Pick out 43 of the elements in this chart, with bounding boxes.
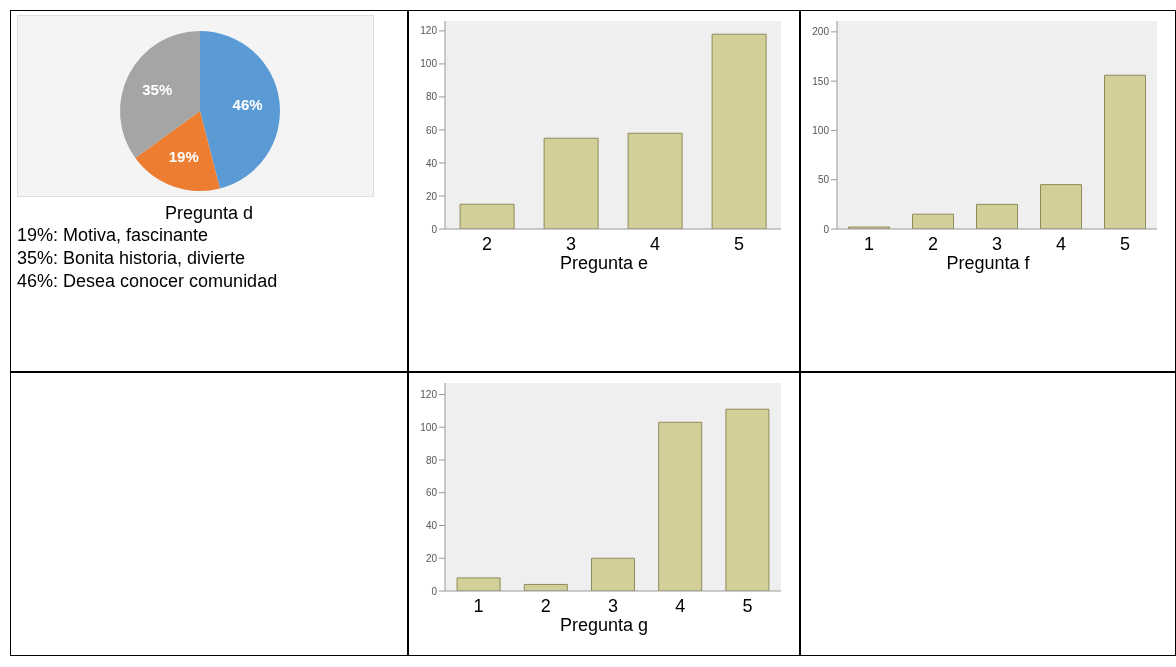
y-tick-label: 100 (420, 421, 438, 433)
data-label: 35% (142, 80, 173, 98)
y-tick-label: 120 (420, 25, 438, 37)
x-tick-label: 3 (991, 233, 1003, 254)
x-axis-title: Pregunta e (558, 253, 650, 274)
y-tick-label: 0 (431, 223, 438, 235)
y-tick-label: 120 (420, 389, 438, 401)
y-tick-label: 40 (425, 157, 438, 169)
x-tick-label: 4 (675, 595, 686, 616)
x-tick-label: 3 (565, 233, 577, 254)
text: 46%: Desea conocer comunidad (16, 270, 279, 293)
y-tick-label: 50 (817, 174, 830, 186)
x-tick-label: 1 (473, 595, 484, 616)
y-tick-label: 60 (425, 124, 438, 136)
y-tick-label: 150 (812, 75, 830, 87)
data-label: 19% (168, 147, 199, 165)
y-tick-label: 100 (420, 58, 438, 70)
y-tick-label: 0 (431, 585, 438, 597)
text: Pregunta d (163, 203, 255, 224)
x-tick-label: 2 (540, 595, 551, 616)
x-tick-label: 2 (481, 233, 493, 254)
x-tick-label: 5 (742, 595, 753, 616)
text: 35%: Bonita historia, divierte (16, 247, 247, 270)
data-label: 46% (232, 96, 263, 114)
x-tick-label: 5 (733, 233, 745, 254)
y-tick-label: 200 (812, 26, 830, 38)
x-tick-label: 4 (649, 233, 661, 254)
x-tick-label: 1 (863, 233, 875, 254)
x-axis-title: Pregunta g (558, 615, 650, 636)
text: 19%: Motiva, fascinante (16, 224, 210, 247)
y-tick-label: 80 (425, 91, 438, 103)
x-tick-label: 4 (1055, 233, 1067, 254)
y-tick-label: 100 (812, 124, 830, 136)
x-tick-label: 2 (927, 233, 939, 254)
y-tick-label: 40 (425, 520, 438, 532)
y-tick-label: 60 (425, 487, 438, 499)
y-tick-label: 80 (425, 454, 438, 466)
y-tick-label: 0 (823, 223, 830, 235)
y-tick-label: 20 (425, 552, 438, 564)
x-tick-label: 5 (1119, 233, 1131, 254)
y-tick-label: 20 (425, 190, 438, 202)
x-tick-label: 3 (607, 595, 619, 616)
x-axis-title: Pregunta f (945, 253, 1031, 274)
